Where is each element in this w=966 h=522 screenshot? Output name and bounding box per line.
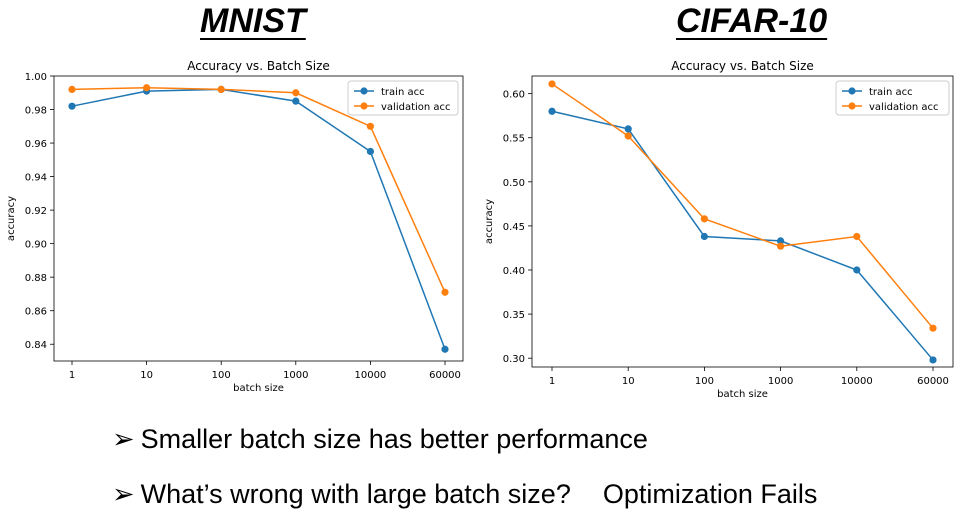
legend: train acc validation acc (835, 80, 950, 116)
data-point-validation (143, 84, 151, 92)
data-point-validation (366, 122, 374, 130)
data-point-train (366, 147, 374, 156)
data-point-train (777, 237, 785, 245)
x-tick-label: 10 (140, 370, 153, 381)
arrow-bullet-icon: ➢ (112, 479, 135, 509)
data-point-train (548, 107, 556, 115)
y-tick-label: 0.55 (503, 134, 525, 145)
data-point-validation (777, 242, 785, 250)
chart-title: Accuracy vs. Batch Size (671, 59, 814, 73)
legend-box (835, 80, 950, 116)
y-tick-label: 0.84 (25, 340, 47, 351)
x-tick-label: 1000 (283, 370, 308, 381)
x-tick-label: 10 (622, 376, 635, 387)
series-line-validation (551, 83, 934, 329)
legend-marker (360, 102, 368, 110)
y-axis-label: accuracy (6, 196, 17, 241)
bullet-smaller-batch: ➢ Smaller batch size has better performan… (112, 424, 648, 455)
legend-marker (848, 87, 856, 95)
x-tick-label: 100 (695, 376, 714, 387)
x-tick-label: 10000 (841, 376, 873, 387)
data-point-validation (929, 324, 937, 332)
cifar10-accuracy-chart: Accuracy vs. Batch Size 0.30 0.35 0.40 0.45 0… (484, 59, 954, 400)
data-point-train (700, 232, 708, 241)
y-tick-label: 0.94 (25, 173, 47, 184)
data-point-train (853, 266, 861, 274)
data-point-train (68, 102, 76, 110)
data-point-train (441, 345, 449, 353)
y-tick-label: 0.98 (25, 106, 47, 117)
y-tick-label: 0.30 (503, 354, 525, 365)
data-point-validation (68, 85, 76, 94)
bullet-text: What’s wrong with large batch size? (140, 479, 571, 509)
data-point-train (929, 356, 937, 364)
arrow-bullet-icon: ➢ (112, 424, 135, 454)
y-tick-label: 0.90 (25, 240, 47, 251)
y-tick-label: 1.00 (25, 72, 47, 83)
x-axis-label: batch size (717, 389, 768, 400)
x-tick-label: 1 (549, 376, 555, 387)
data-point-validation (548, 80, 556, 88)
x-tick-label: 1000 (768, 376, 793, 387)
plot-frame (53, 75, 464, 362)
data-point-validation (441, 288, 449, 296)
x-axis-label: batch size (233, 383, 284, 394)
y-tick-label: 0.60 (503, 90, 525, 101)
x-tick-label: 60000 (429, 370, 461, 381)
legend-box (347, 80, 459, 116)
data-point-train (624, 125, 632, 133)
x-tick-label: 100 (212, 370, 231, 381)
y-tick-label: 0.92 (25, 206, 47, 217)
mnist-heading: MNIST (200, 2, 306, 40)
legend-label: train acc (869, 87, 913, 98)
y-tick-label: 0.96 (25, 139, 47, 150)
y-tick-label: 0.88 (25, 273, 47, 284)
y-tick-label: 0.40 (503, 266, 525, 277)
data-point-validation (624, 132, 632, 140)
data-point-train (292, 97, 300, 105)
legend-label: validation acc (869, 102, 939, 113)
series-line-validation (71, 86, 446, 293)
data-point-validation (700, 215, 708, 223)
y-tick-label: 0.45 (503, 222, 525, 233)
y-axis-label: accuracy (484, 199, 495, 244)
y-tick-label: 0.35 (503, 310, 525, 321)
data-point-validation (853, 232, 861, 241)
legend-label: train acc (381, 87, 425, 98)
x-tick-label: 60000 (917, 376, 949, 387)
y-tick-label: 0.50 (503, 178, 525, 189)
plot-frame (531, 75, 954, 368)
y-tick-label: 0.86 (25, 307, 47, 318)
bullet-text: Smaller batch size has better performanc… (140, 424, 648, 454)
mnist-accuracy-chart: Accuracy vs. Batch Size 0.84 0.86 0.88 0.90 0… (6, 59, 464, 394)
series-line-train (551, 110, 934, 361)
legend-label: validation acc (381, 102, 451, 113)
chart-title: Accuracy vs. Batch Size (187, 59, 330, 73)
bullet-answer: Optimization Fails (602, 479, 818, 509)
cifar10-heading: CIFAR-10 (676, 2, 828, 40)
bullet-large-batch-question: ➢ What’s wrong with large batch size? Opti… (112, 479, 817, 510)
data-point-validation (292, 89, 300, 97)
data-point-validation (217, 85, 225, 94)
series-line-train (71, 88, 446, 350)
x-tick-label: 10000 (354, 370, 386, 381)
x-tick-label: 1 (69, 370, 75, 381)
legend: train acc validation acc (347, 80, 459, 116)
legend-marker (848, 102, 856, 110)
legend-marker (360, 87, 368, 95)
